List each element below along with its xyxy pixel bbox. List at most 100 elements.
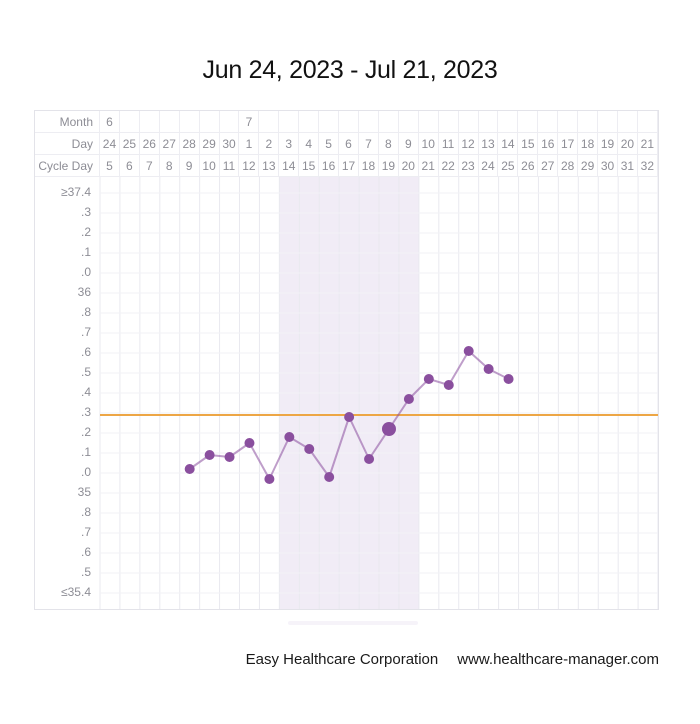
- month-cell: [538, 111, 559, 133]
- day-cell: 21: [637, 133, 658, 155]
- month-cell: [578, 111, 599, 133]
- plot-area: [35, 177, 658, 609]
- month-cell: [458, 111, 479, 133]
- temperature-point: [324, 472, 335, 482]
- month-cell: [438, 111, 459, 133]
- y-axis-tick-label: .0: [80, 265, 91, 279]
- day-cell: 16: [538, 133, 559, 155]
- cycle-day-cell: 23: [458, 155, 479, 177]
- temperature-point: [184, 464, 195, 474]
- temperature-point: [423, 374, 434, 384]
- y-axis-tick-label: .4: [80, 385, 91, 399]
- y-axis-tick-label: .7: [80, 525, 91, 539]
- temperature-point: [224, 452, 235, 462]
- cycle-day-cell: 19: [378, 155, 399, 177]
- cycle-day-cell: 13: [259, 155, 280, 177]
- ovulation-day-point: [381, 422, 396, 436]
- month-cell: [199, 111, 220, 133]
- cycle-day-cell: 16: [319, 155, 340, 177]
- page-title: Jun 24, 2023 - Jul 21, 2023: [202, 56, 498, 84]
- y-axis-tick-label: .2: [80, 425, 91, 439]
- day-cell: 17: [558, 133, 579, 155]
- day-cell: 1: [239, 133, 260, 155]
- y-axis-tick-label: .3: [80, 205, 91, 219]
- month-cell: [637, 111, 658, 133]
- temperature-point: [244, 438, 255, 448]
- cycle-day-cell: 5: [100, 155, 120, 177]
- y-axis-tick-label: .6: [80, 345, 91, 359]
- footer-company: Easy Healthcare Corporation: [245, 651, 439, 668]
- cycle-day-cell: 15: [299, 155, 320, 177]
- bbt-chart: Month 6 7 Day 24 25 26 27 28 29 30 1 2 3 4 5 6 7 8 9 10 11 12 1…: [34, 110, 659, 610]
- cycle-day-cell: 26: [518, 155, 539, 177]
- month-cell: [418, 111, 439, 133]
- footer-website: www.healthcare-manager.com: [457, 651, 659, 668]
- cycle-day-cell: 28: [558, 155, 579, 177]
- cycle-day-cell: 31: [617, 155, 638, 177]
- cycle-day-cell: 17: [339, 155, 359, 177]
- month-cell: [358, 111, 379, 133]
- temperature-point: [483, 364, 494, 374]
- day-cell: 14: [498, 133, 519, 155]
- month-cell: [119, 111, 140, 133]
- month-cell: [159, 111, 180, 133]
- cycle-day-cell: 22: [438, 155, 459, 177]
- month-cell: [279, 111, 300, 133]
- day-cell: 10: [418, 133, 439, 155]
- month-cell: [219, 111, 240, 133]
- y-axis-tick-label: 35: [77, 485, 91, 499]
- month-cell: [478, 111, 499, 133]
- day-cell: 18: [578, 133, 599, 155]
- footer: Easy Healthcare Corporation www.healthca…: [246, 651, 659, 668]
- temperature-point: [284, 432, 295, 442]
- month-cell: [518, 111, 539, 133]
- y-axis-tick-label: .5: [80, 365, 91, 379]
- day-cell: 6: [339, 133, 359, 155]
- cycle-day-cell: 14: [279, 155, 300, 177]
- y-axis-tick-label: .1: [80, 245, 91, 259]
- day-cell: 2: [259, 133, 280, 155]
- temperature-point: [264, 474, 275, 484]
- cycle-day-cell: 25: [498, 155, 519, 177]
- y-axis-tick-label: .8: [80, 305, 91, 319]
- day-cell: 9: [398, 133, 419, 155]
- month-cell: [339, 111, 359, 133]
- day-cell: 19: [598, 133, 618, 155]
- day-cell: 11: [438, 133, 459, 155]
- month-cell: 7: [239, 111, 260, 133]
- month-cell: [617, 111, 638, 133]
- day-cell: 24: [100, 133, 120, 155]
- month-cell: [319, 111, 340, 133]
- month-cell: [558, 111, 579, 133]
- temperature-point: [204, 450, 215, 460]
- y-axis-tick-label: ≤35.4: [61, 585, 91, 599]
- day-cell: 15: [518, 133, 539, 155]
- day-cell: 25: [119, 133, 140, 155]
- y-axis-tick-label: .8: [80, 505, 91, 519]
- month-cell: [139, 111, 160, 133]
- month-cell: [179, 111, 200, 133]
- cycle-day-cell: 10: [199, 155, 220, 177]
- day-cell: 20: [617, 133, 638, 155]
- y-axis-tick-label: .5: [80, 565, 91, 579]
- cycle-day-cell: 18: [358, 155, 379, 177]
- cycle-day-cell: 8: [159, 155, 180, 177]
- calendar-header: Month 6 7 Day 24 25 26 27 28 29 30 1 2 3 4 5 6 7 8 9 10 11 12 1…: [35, 111, 658, 177]
- month-cell: 6: [100, 111, 120, 133]
- day-cell: 5: [319, 133, 340, 155]
- cycle-day-cell: 32: [637, 155, 658, 177]
- cycle-day-cell: 30: [598, 155, 618, 177]
- y-axis-tick-label: .2: [80, 225, 91, 239]
- y-axis-tick-label: .0: [80, 465, 91, 479]
- day-cell: 13: [478, 133, 499, 155]
- day-cell: 4: [299, 133, 320, 155]
- temperature-point: [344, 412, 355, 422]
- temperature-point: [403, 394, 414, 404]
- month-cell: [259, 111, 280, 133]
- month-cell: [498, 111, 519, 133]
- month-cell: [598, 111, 618, 133]
- cycle-day-cell: 6: [119, 155, 140, 177]
- day-cell: 8: [378, 133, 399, 155]
- day-cell: 3: [279, 133, 300, 155]
